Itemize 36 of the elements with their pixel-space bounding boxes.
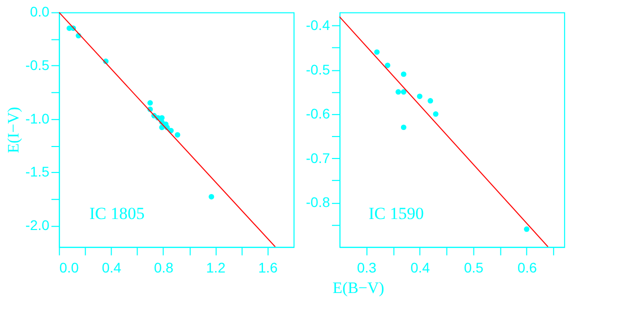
point	[524, 226, 530, 232]
x-tick-label: 0.6	[517, 259, 538, 276]
x-tick-label: 0.0	[59, 259, 80, 276]
y-tick-label: -2.0	[25, 217, 50, 234]
point	[384, 62, 390, 68]
y-tick-label: -0.6	[306, 106, 330, 122]
point	[400, 89, 406, 95]
point	[174, 132, 180, 138]
point	[374, 49, 380, 55]
point	[396, 89, 402, 95]
y-axis-title: E(I−V)	[5, 106, 22, 154]
y-tick-label: -1.5	[25, 164, 50, 180]
x-axis-title: E(B−V)	[332, 280, 384, 297]
point	[400, 71, 406, 77]
point	[400, 124, 406, 130]
point	[416, 94, 422, 100]
x-tick-label: 0.4	[410, 259, 430, 276]
x-tick-label: 0.8	[154, 259, 174, 276]
y-tick-label: -1.0	[25, 110, 50, 126]
x-tick-label: 0.4	[102, 259, 122, 276]
x-tick-label: 0.3	[356, 259, 377, 276]
x-tick-label: 1.2	[206, 259, 226, 276]
y-tick-label: -0.4	[306, 16, 330, 33]
y-tick-label: 0.0	[30, 4, 50, 20]
point	[432, 111, 438, 117]
annotation: IC 1805	[89, 204, 145, 223]
y-tick-label: -0.5	[25, 57, 50, 74]
annotation: IC 1590	[368, 204, 424, 223]
y-tick-label: -0.5	[306, 61, 330, 78]
y-tick-label: -0.7	[306, 150, 330, 166]
x-tick-label: 0.5	[464, 259, 484, 276]
x-tick-label: 1.6	[258, 259, 278, 276]
point	[208, 194, 214, 200]
y-tick-label: -0.8	[306, 194, 330, 210]
point	[428, 98, 434, 104]
point	[147, 100, 153, 106]
